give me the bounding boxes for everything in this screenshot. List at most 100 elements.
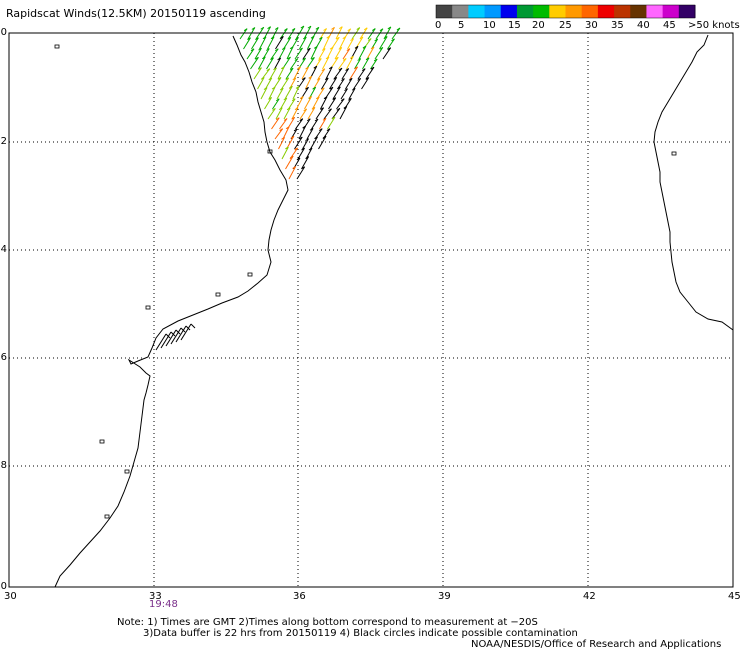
wind-barb xyxy=(311,118,319,130)
colorbar-segment xyxy=(581,5,599,18)
wind-barb-flag xyxy=(351,87,356,91)
wind-barb xyxy=(365,66,375,80)
wind-barb-flag xyxy=(323,96,328,100)
wind-barb-flag xyxy=(268,96,272,100)
wind-barb xyxy=(339,106,348,120)
wind-barb-flag xyxy=(305,156,309,159)
colorbar-segment xyxy=(646,5,664,18)
wind-barb-flag xyxy=(318,36,323,40)
colorbar-label: 35 xyxy=(611,20,624,31)
wind-barb-flag xyxy=(266,68,271,72)
wind-barb-flag xyxy=(292,166,296,169)
wind-barb xyxy=(278,137,286,150)
wind-barb-flag xyxy=(260,26,265,30)
wind-barb-flag xyxy=(345,68,349,71)
wind-barb xyxy=(283,37,292,50)
wind-barb-flag xyxy=(263,87,268,90)
wind-barb-flag xyxy=(308,95,312,99)
wind-barb-flag xyxy=(267,26,271,30)
wind-barb xyxy=(297,147,305,160)
wind-barb-flag xyxy=(338,67,343,71)
wind-barb xyxy=(387,38,395,50)
wind-barb-flag xyxy=(289,46,294,50)
wind-barb-flag xyxy=(335,36,340,40)
colorbar-segment xyxy=(484,5,502,18)
wind-barb-flag xyxy=(335,56,339,60)
wind-barb-flag xyxy=(370,66,375,70)
wind-barb-flag xyxy=(326,35,330,39)
wind-barb-flag xyxy=(286,107,291,111)
wind-barb xyxy=(259,36,267,50)
wind-barb xyxy=(331,108,341,120)
note-line-2: 3)Data buffer is 22 hrs from 20150119 4)… xyxy=(143,628,578,639)
wind-barb xyxy=(301,156,310,170)
wind-barb-flag xyxy=(290,135,295,139)
wind-barb xyxy=(336,98,345,110)
wind-barb xyxy=(304,96,312,110)
wind-barb xyxy=(328,97,337,110)
lon-tick-label: 30 xyxy=(4,591,17,602)
wind-barb xyxy=(287,28,296,40)
wind-barb xyxy=(170,327,182,345)
wind-barb-flag xyxy=(301,166,305,170)
wind-barb xyxy=(165,329,177,347)
wind-barb xyxy=(254,47,262,60)
wind-barb-flag xyxy=(362,45,367,49)
wind-barb xyxy=(379,36,388,50)
island-outline xyxy=(124,469,130,474)
wind-barb xyxy=(345,78,353,90)
wind-barb-flag xyxy=(305,66,309,70)
wind-barb xyxy=(282,126,290,140)
wind-barb xyxy=(319,28,327,40)
wind-barb-flag xyxy=(379,46,384,50)
wind-barb-flag xyxy=(325,56,330,60)
wind-barb xyxy=(243,37,251,50)
wind-barb-flag xyxy=(336,107,341,111)
wind-barb-flag xyxy=(295,86,300,89)
colorbar-segment xyxy=(678,5,696,18)
wind-barb-flag xyxy=(280,66,285,70)
wind-barb xyxy=(276,87,284,100)
wind-barb-flag xyxy=(278,107,283,111)
wind-barb xyxy=(285,155,294,170)
wind-barb xyxy=(239,28,248,40)
wind-barb xyxy=(295,118,304,130)
wind-barb xyxy=(325,66,333,80)
wind-speed-colorbar xyxy=(435,4,696,19)
wind-barb-flag xyxy=(299,47,303,51)
wind-barb-flag xyxy=(357,58,361,61)
wind-barb-flag xyxy=(306,118,311,122)
wind-barb-flag xyxy=(268,77,273,81)
wind-barb-flag xyxy=(338,46,343,50)
wind-barb-flag xyxy=(292,77,297,81)
wind-barb-flag xyxy=(308,147,313,151)
wind-barb-flag xyxy=(318,128,323,132)
wind-barb-flag xyxy=(329,86,334,90)
wind-barb xyxy=(275,107,283,120)
lon-tick-label: 42 xyxy=(583,591,596,602)
colorbar-label: 40 xyxy=(637,20,650,31)
colorbar-label: 25 xyxy=(559,20,572,31)
wind-barb xyxy=(391,27,401,40)
wind-barb xyxy=(358,45,367,60)
wind-barb-flag xyxy=(359,36,364,40)
wind-barb-flag xyxy=(337,86,341,90)
wind-barb-flag xyxy=(293,128,298,132)
wind-barb-flag xyxy=(305,138,309,142)
wind-barb-flag xyxy=(391,38,395,42)
island-outline xyxy=(247,272,253,277)
lon-tick-label: 39 xyxy=(438,591,451,602)
wind-barb-flag xyxy=(331,116,336,120)
colorbar-segment xyxy=(662,5,680,18)
wind-barb-flag xyxy=(289,85,293,89)
wind-barb-flag xyxy=(348,97,352,101)
wind-barb xyxy=(251,37,259,50)
wind-barb xyxy=(317,68,326,80)
wind-barb-flag xyxy=(350,55,354,59)
wind-barb-flag xyxy=(262,36,267,40)
wind-barb-flag xyxy=(356,27,361,31)
wind-barb xyxy=(361,77,370,90)
wind-barb-flag xyxy=(311,106,316,110)
wind-barb xyxy=(375,28,384,40)
wind-barb xyxy=(257,77,265,90)
